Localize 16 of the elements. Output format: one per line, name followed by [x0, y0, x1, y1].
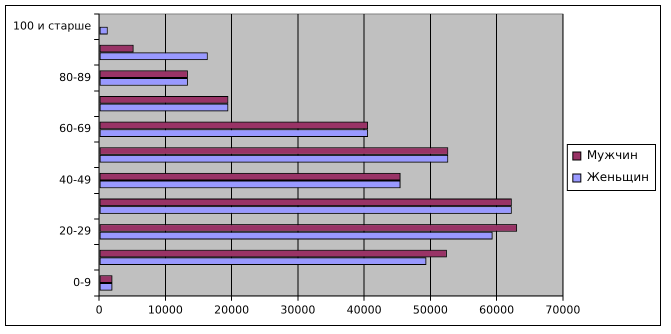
- legend-label: Женьщин: [586, 170, 650, 184]
- x-tick-label: 0: [96, 303, 103, 316]
- y-tick-label: 60-69: [59, 122, 92, 136]
- x-tick-label: 10000: [148, 303, 183, 316]
- y-tick-label: 80-89: [59, 70, 92, 84]
- y-tick-label: 0-9: [73, 276, 92, 289]
- x-tick-label: 20000: [214, 303, 250, 316]
- y-tick-label: 40-49: [59, 173, 92, 186]
- y-tick-label: 100 и старше: [12, 20, 92, 33]
- x-tick-label: 40000: [346, 303, 382, 316]
- x-tick-label: 70000: [545, 303, 580, 316]
- y-tick-label: 20-29: [59, 224, 92, 238]
- x-tick-label: 60000: [479, 303, 514, 316]
- x-tick-label: 30000: [280, 303, 316, 316]
- legend-label: Мужчин: [586, 148, 638, 162]
- x-tick-label: 50000: [412, 303, 448, 316]
